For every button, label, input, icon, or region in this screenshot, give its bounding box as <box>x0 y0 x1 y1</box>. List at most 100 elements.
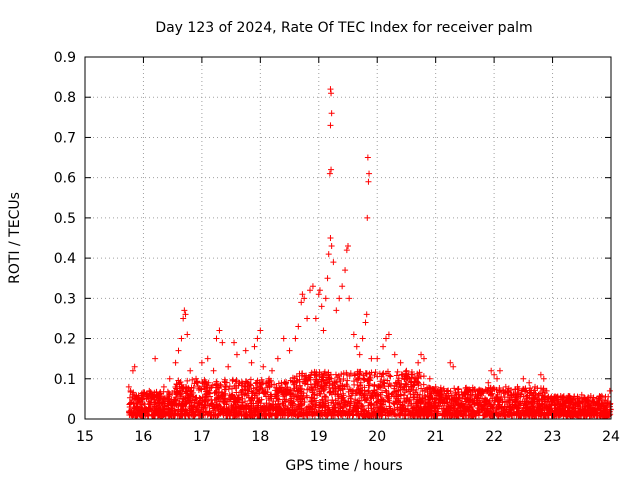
data-point <box>216 327 223 334</box>
data-point <box>520 375 527 382</box>
data-point <box>195 387 202 394</box>
data-point <box>148 411 155 418</box>
data-point <box>322 295 329 302</box>
data-point <box>166 375 173 382</box>
data-point <box>205 389 212 396</box>
data-point <box>251 343 258 350</box>
data-point <box>146 405 153 412</box>
data-point <box>141 409 148 416</box>
data-point <box>225 363 232 370</box>
data-point <box>201 383 208 390</box>
data-point <box>156 398 163 405</box>
data-point <box>156 390 163 397</box>
data-point <box>312 315 319 322</box>
y-tick-label: 0.8 <box>54 90 76 106</box>
data-point <box>447 359 454 366</box>
data-point <box>238 392 245 399</box>
data-point <box>298 299 305 306</box>
data-point <box>147 399 154 406</box>
data-point <box>184 331 191 338</box>
data-point <box>267 402 274 409</box>
data-point <box>250 400 257 407</box>
data-point <box>307 287 314 294</box>
data-point <box>194 404 201 411</box>
y-axis-label: ROTI / TECUs <box>7 192 23 284</box>
y-tick-labels: 0 0.1 0.2 0.3 0.4 0.5 0.6 0.7 0.8 0.9 <box>54 50 76 428</box>
data-point <box>283 396 290 403</box>
data-point <box>292 335 299 342</box>
data-point <box>165 391 172 398</box>
data-point <box>244 387 251 394</box>
data-point <box>181 307 188 314</box>
data-point <box>362 319 369 326</box>
x-axis-label: GPS time / hours <box>285 458 402 474</box>
y-tick-label: 0.2 <box>54 332 76 348</box>
data-point <box>147 389 154 396</box>
data-point <box>327 86 334 93</box>
data-point <box>202 379 209 386</box>
data-point <box>129 396 136 403</box>
x-tick-label: 23 <box>544 429 562 445</box>
data-point <box>245 380 252 387</box>
data-point <box>336 295 343 302</box>
data-point <box>391 351 398 358</box>
data-point <box>325 251 332 258</box>
data-point <box>229 404 236 411</box>
data-point <box>275 403 282 410</box>
y-tick-label: 0.3 <box>54 291 76 307</box>
data-point <box>263 400 270 407</box>
data-point <box>172 384 179 391</box>
data-point <box>333 307 340 314</box>
data-point <box>328 110 335 117</box>
data-point <box>173 381 180 388</box>
data-point <box>131 400 138 407</box>
data-point <box>220 409 227 416</box>
data-point <box>219 339 226 346</box>
y-tick-label: 0.6 <box>54 171 76 187</box>
data-point <box>153 407 160 414</box>
data-point <box>328 243 335 250</box>
data-point <box>327 122 334 129</box>
data-point <box>204 355 211 362</box>
axis-ticks <box>84 56 612 420</box>
data-point <box>269 367 276 374</box>
data-point <box>320 327 327 334</box>
data-point <box>351 371 358 378</box>
data-point <box>238 404 245 411</box>
data-point <box>229 377 236 384</box>
x-tick-labels: 15 16 17 18 19 20 21 22 23 24 <box>76 429 620 445</box>
data-point <box>295 323 302 330</box>
data-point <box>365 178 372 185</box>
data-point <box>242 347 249 354</box>
data-point <box>345 243 351 250</box>
data-point <box>172 359 179 366</box>
data-point <box>342 267 349 274</box>
data-point <box>134 408 141 415</box>
y-tick-label: 0.7 <box>54 130 76 146</box>
data-point <box>189 376 196 383</box>
data-point <box>220 412 227 419</box>
data-point <box>194 383 201 390</box>
data-point <box>165 408 172 415</box>
x-tick-label: 22 <box>485 429 503 445</box>
data-point <box>420 355 427 362</box>
data-point <box>138 401 145 408</box>
data-point <box>309 283 316 290</box>
data-point <box>153 389 160 396</box>
data-point <box>150 412 157 419</box>
x-tick-label: 19 <box>310 429 328 445</box>
plot-frame <box>84 56 612 420</box>
data-point <box>286 347 293 354</box>
data-point <box>382 335 389 342</box>
data-point <box>540 375 547 382</box>
data-point <box>254 335 261 342</box>
data-point <box>606 387 613 394</box>
data-point <box>397 359 404 366</box>
data-point <box>494 375 501 382</box>
data-point <box>228 407 235 414</box>
data-point <box>277 387 284 394</box>
x-tick-label: 16 <box>135 429 153 445</box>
x-tick-label: 18 <box>251 429 269 445</box>
data-point <box>274 355 281 362</box>
